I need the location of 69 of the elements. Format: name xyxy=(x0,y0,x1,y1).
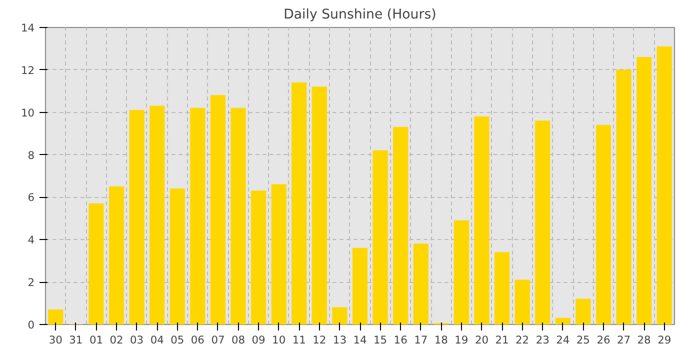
x-tick-label: 02 xyxy=(110,334,124,346)
bar xyxy=(170,188,185,324)
x-tick-label: 19 xyxy=(454,334,468,346)
bar xyxy=(535,120,550,324)
x-tick-label: 10 xyxy=(272,334,286,346)
x-tick-label: 22 xyxy=(516,334,530,346)
bar xyxy=(271,184,286,324)
bar xyxy=(636,56,652,324)
x-tick-label: 09 xyxy=(252,334,266,346)
x-tick-label: 05 xyxy=(170,334,184,346)
bar xyxy=(454,220,470,324)
x-tick-label: 07 xyxy=(211,334,225,346)
y-tick-label: 2 xyxy=(28,276,34,290)
x-tick-label: 15 xyxy=(374,334,388,346)
y-tick-label: 8 xyxy=(28,148,35,162)
x-tick-label: 31 xyxy=(69,334,83,346)
y-tick-label: 0 xyxy=(28,318,35,332)
x-tick-label: 12 xyxy=(312,334,326,346)
bar xyxy=(129,110,144,324)
bar xyxy=(210,95,226,324)
bar xyxy=(150,106,165,324)
x-tick-label: 24 xyxy=(556,334,570,346)
bar xyxy=(514,280,530,324)
x-tick-label: 30 xyxy=(48,334,63,346)
bar xyxy=(108,186,124,324)
bar xyxy=(596,124,612,324)
bar xyxy=(332,307,348,324)
bar xyxy=(393,126,408,324)
chart-title: Daily Sunshine (Hours) xyxy=(284,8,436,22)
x-tick-label: 28 xyxy=(637,334,652,346)
bar xyxy=(190,108,206,324)
bar xyxy=(292,82,307,324)
x-tick-label: 11 xyxy=(292,334,306,346)
bar xyxy=(230,108,246,324)
x-tick-label: 25 xyxy=(576,334,590,346)
bar xyxy=(576,298,591,324)
bar xyxy=(413,244,428,324)
x-tick-label: 18 xyxy=(434,334,448,346)
x-tick-label: 03 xyxy=(130,334,144,346)
y-tick-label: 10 xyxy=(20,106,35,120)
bar xyxy=(494,252,510,324)
bar xyxy=(312,86,327,324)
x-tick-label: 20 xyxy=(474,334,489,346)
x-tick-label: 26 xyxy=(596,334,610,346)
y-tick-label: 6 xyxy=(28,191,35,204)
bar xyxy=(48,309,64,324)
y-tick-label: 14 xyxy=(20,22,35,34)
x-tick-label: 04 xyxy=(150,334,164,346)
x-tick-label: 08 xyxy=(231,334,246,346)
x-tick-label: 21 xyxy=(495,334,509,346)
bar xyxy=(474,116,490,324)
bar xyxy=(372,150,388,324)
x-tick-label: 13 xyxy=(332,334,346,346)
x-tick-label: 06 xyxy=(190,334,205,346)
y-tick-label: 4 xyxy=(28,234,35,247)
bar xyxy=(352,248,368,324)
y-tick-label: 12 xyxy=(20,64,35,77)
x-tick-label: 16 xyxy=(394,334,408,346)
bar xyxy=(250,190,266,324)
bar xyxy=(656,46,672,324)
bar xyxy=(555,318,570,324)
x-tick-label: 17 xyxy=(414,334,428,346)
x-tick-label: 27 xyxy=(616,334,631,346)
bar xyxy=(88,203,104,324)
x-tick-label: 14 xyxy=(353,334,367,346)
x-tick-label: 01 xyxy=(89,334,104,346)
bar xyxy=(616,70,632,324)
x-tick-label: 29 xyxy=(658,334,672,346)
x-tick-label: 23 xyxy=(536,334,550,346)
